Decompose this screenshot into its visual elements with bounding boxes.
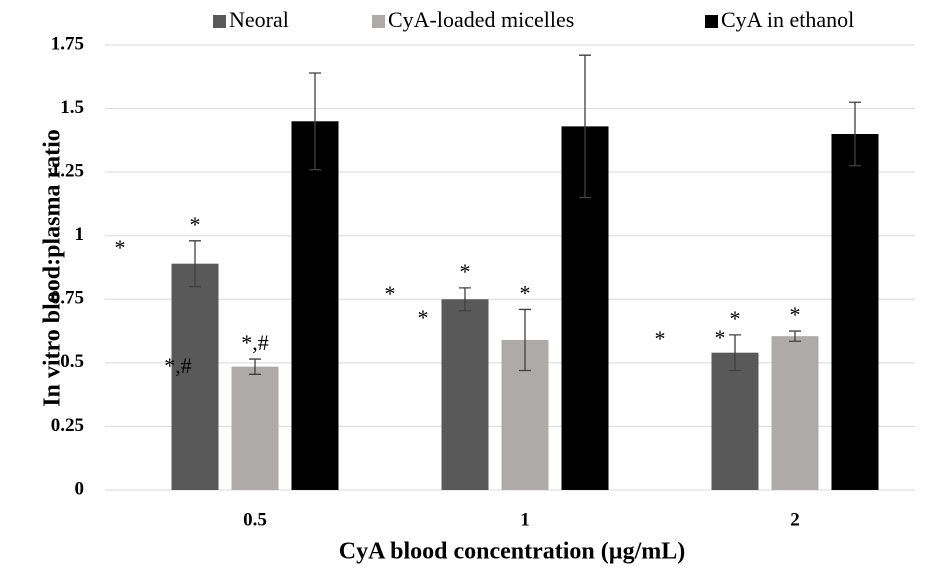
bar-annotation: * (730, 306, 741, 331)
x-axis-title: CyA blood concentration (µg/mL) (339, 539, 686, 565)
legend-swatch (213, 15, 226, 28)
bar (711, 352, 759, 490)
y-tick-label: 0 (75, 478, 85, 499)
legend-label: Neoral (229, 7, 289, 32)
error-bar (789, 330, 801, 342)
y-tick-label: 1.75 (51, 33, 84, 54)
bar-annotation: * (790, 302, 801, 327)
y-tick-label: 0.25 (51, 415, 84, 436)
error-bar (309, 72, 321, 171)
x-tick-label: 1 (520, 509, 530, 530)
legend-label: CyA in ethanol (721, 7, 854, 32)
error-bar (729, 334, 741, 372)
bar (231, 366, 279, 490)
bar (171, 263, 219, 490)
error-bar (519, 308, 531, 372)
bar (441, 299, 489, 490)
y-tick-label: 0.75 (51, 288, 84, 309)
error-bar (189, 240, 201, 288)
annotation: *,# (164, 353, 192, 378)
error-bar (579, 54, 591, 199)
y-tick-label: 1.5 (60, 97, 84, 118)
bar-annotation: * (460, 259, 471, 284)
error-bar (459, 287, 471, 312)
legend-swatch (705, 15, 718, 28)
y-axis-title: In vitro blood:plasma ratio (40, 129, 66, 407)
annotation: * (655, 326, 666, 351)
bar-annotation: *,# (241, 330, 269, 355)
bar (831, 134, 879, 490)
legend-label: CyA-loaded micelles (388, 7, 574, 32)
bar (771, 336, 819, 490)
y-tick-label: 1.25 (51, 161, 84, 182)
x-tick-label: 2 (790, 509, 800, 530)
bar-annotation: * (190, 212, 201, 237)
legend-swatch (372, 15, 385, 28)
x-tick-label: 0.5 (243, 509, 267, 530)
annotation: * (115, 235, 126, 260)
annotation: * (715, 325, 726, 350)
error-bar (249, 358, 261, 375)
error-bar (849, 101, 861, 167)
bar-annotation: * (520, 281, 531, 306)
bar (291, 121, 339, 491)
y-tick-label: 1 (75, 224, 85, 245)
annotation: * (418, 305, 429, 330)
y-tick-label: 0.5 (60, 351, 84, 372)
annotation: * (385, 281, 396, 306)
